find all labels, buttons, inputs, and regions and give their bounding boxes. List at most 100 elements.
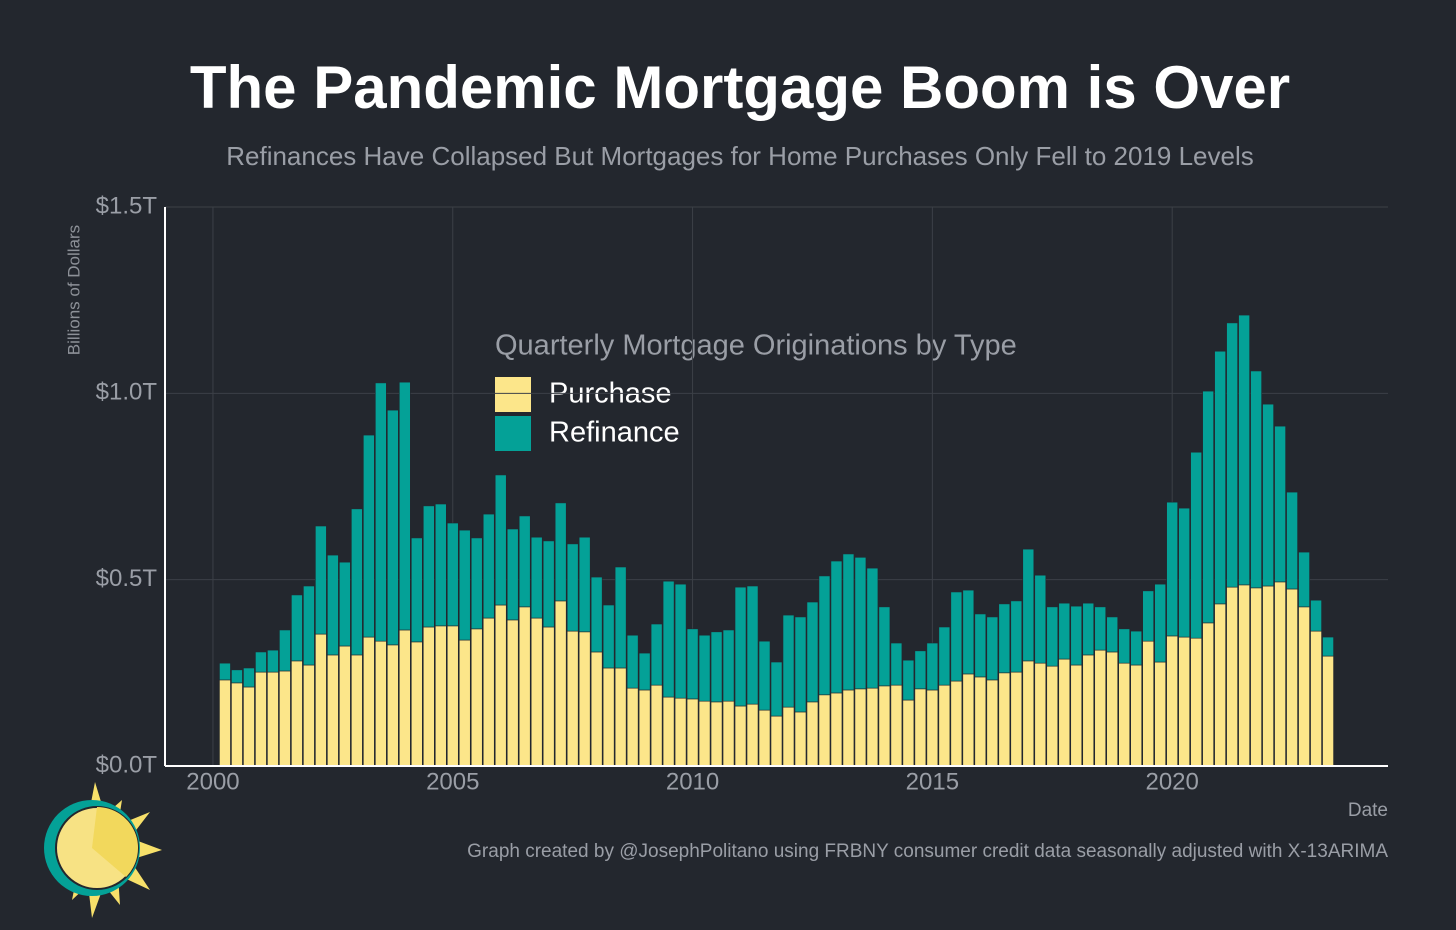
bar-segment (291, 660, 303, 767)
bar-segment (842, 553, 855, 691)
bar-segment (1238, 584, 1250, 767)
bar-segment (842, 689, 855, 767)
bar-segment (746, 703, 759, 767)
x-tick-label: 2005 (426, 768, 479, 795)
x-axis-label: Date (1348, 800, 1388, 821)
bar-segment (974, 676, 987, 767)
bar-segment (626, 634, 639, 689)
bar-segment (662, 580, 675, 698)
bar-segment (339, 645, 351, 767)
bar-segment (422, 626, 435, 767)
bar-segment (1226, 586, 1238, 767)
bar-segment (878, 685, 891, 767)
bar-segment (710, 631, 723, 703)
caption: Graph created by @JosephPolitano using F… (467, 841, 1388, 862)
bar-segment (686, 628, 699, 700)
bar-segment (938, 684, 951, 767)
bar-segment (375, 382, 387, 642)
chart-subtitle: Refinances Have Collapsed But Mortgages … (226, 141, 1254, 171)
legend-swatch (495, 416, 531, 451)
bar-segment (1154, 583, 1167, 663)
bar-segment (1010, 600, 1023, 673)
bar-segment (590, 576, 603, 653)
bar-segment (386, 644, 399, 767)
bar-segment (1034, 574, 1047, 664)
bar-segment (878, 606, 891, 687)
bar-segment (770, 715, 783, 767)
legend-title: Quarterly Mortgage Originations by Type (495, 330, 1017, 362)
x-tick-label: 2010 (666, 768, 719, 795)
bar-segment (1046, 606, 1059, 667)
bar-segment (554, 502, 567, 602)
bar-segment (638, 689, 651, 767)
bar-segment (962, 589, 975, 675)
bar-segment (482, 513, 495, 619)
bar-segment (698, 634, 711, 702)
bar-segment (243, 686, 255, 767)
bar-segment (1130, 630, 1143, 666)
bar-segment (890, 684, 903, 767)
bar-segment (614, 667, 627, 767)
bar-segment (614, 566, 627, 669)
bar-segment (1058, 602, 1071, 660)
bar-segment (243, 667, 255, 688)
bar-segment (866, 567, 879, 689)
bar-segment (267, 671, 279, 767)
bar-segment (1142, 640, 1155, 767)
bar-segment (1202, 622, 1214, 767)
bar-segment (1022, 548, 1035, 662)
bar-segment (327, 554, 339, 656)
bar-segment (890, 642, 903, 686)
bar-segment (818, 575, 831, 696)
bar-segment (854, 688, 867, 767)
bar-segment (410, 641, 423, 767)
chart-title: The Pandemic Mortgage Boom is Over (190, 54, 1290, 121)
bar-segment (219, 662, 231, 681)
bar-segment (1118, 628, 1131, 664)
bar-segment (518, 606, 531, 767)
bar-segment (722, 700, 735, 767)
bar-segment (914, 650, 927, 690)
bar-segment (1226, 322, 1238, 588)
bar-segment (1310, 599, 1322, 632)
bar-segment (231, 682, 243, 767)
bar-segment (1298, 551, 1310, 608)
logo-shade (92, 807, 139, 877)
bar-segment (746, 585, 759, 705)
bar-segment (782, 706, 795, 767)
bar-segment (470, 628, 483, 767)
bar-segment (398, 381, 411, 631)
y-tick-label: $0.0T (96, 751, 158, 778)
bar-segment (734, 705, 747, 767)
bar-segment (986, 679, 999, 767)
bar-segment (530, 536, 543, 619)
y-axis-label: Billions of Dollars (64, 225, 83, 355)
bar-segment (806, 601, 819, 703)
bar-segment (1178, 636, 1190, 767)
bar-segment (506, 619, 519, 767)
bar-segment (710, 701, 723, 767)
bar-segment (506, 528, 519, 621)
bar-segment (1082, 654, 1095, 767)
bar-segment (758, 640, 771, 711)
bar-segment (674, 583, 687, 699)
bar-segment (542, 540, 555, 628)
bar-segment (986, 616, 999, 681)
bar-segment (446, 522, 459, 627)
bar-segment (446, 625, 459, 767)
bar-segment (255, 671, 267, 767)
bar-segment (1070, 664, 1083, 767)
bar-segment (578, 536, 591, 633)
bar-segment (734, 586, 747, 707)
bar-segment (1046, 665, 1059, 767)
bar-segment (950, 680, 963, 767)
bar-segment (1214, 603, 1226, 767)
bar-segment (1214, 350, 1226, 605)
bar-segment (267, 649, 279, 673)
bar-segment (1310, 630, 1322, 767)
bar-segment (770, 661, 783, 717)
bar-segment (1106, 616, 1119, 653)
bar-segment (434, 503, 447, 627)
bar-segment (674, 697, 687, 767)
